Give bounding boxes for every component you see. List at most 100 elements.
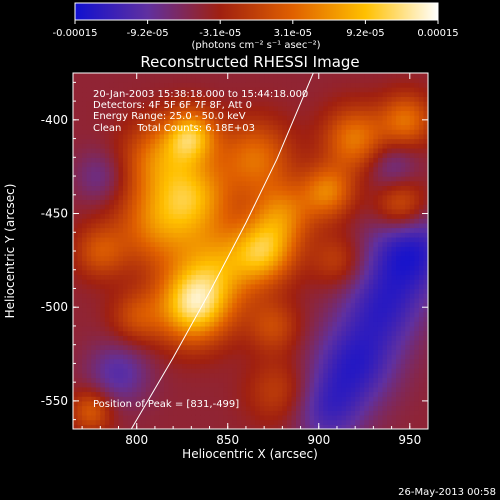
heatmap-cell	[259, 368, 265, 374]
heatmap-cell	[296, 110, 302, 116]
heatmap-cell	[232, 307, 238, 313]
heatmap-cell	[104, 410, 111, 416]
heatmap-cell	[236, 330, 242, 336]
heatmap-cell	[82, 227, 88, 233]
heatmap-cell	[241, 77, 247, 83]
heatmap-cell	[91, 218, 97, 224]
heatmap-cell	[273, 124, 279, 130]
heatmap-cell	[296, 377, 302, 383]
heatmap-cell	[300, 354, 306, 360]
heatmap-cell	[291, 386, 297, 393]
heatmap-cell	[232, 124, 238, 130]
heatmap-cell	[77, 190, 83, 196]
heatmap-cell	[113, 166, 120, 172]
heatmap-cell	[318, 368, 324, 374]
heatmap-cell	[209, 176, 215, 182]
heatmap-cell	[159, 396, 165, 402]
heatmap-cell	[277, 124, 283, 130]
heatmap-cell	[355, 157, 361, 163]
heatmap-cell	[300, 91, 306, 98]
heatmap-cell	[291, 218, 297, 224]
heatmap-cell	[154, 87, 161, 93]
heatmap-cell	[164, 274, 170, 280]
heatmap-cell	[255, 129, 261, 135]
heatmap-cell	[177, 368, 183, 374]
heatmap-cell	[191, 171, 197, 177]
heatmap-cell	[336, 152, 343, 158]
heatmap-cell	[132, 176, 138, 182]
heatmap-cell	[268, 377, 274, 383]
heatmap-cell	[177, 246, 183, 252]
heatmap-cell	[305, 358, 311, 365]
heatmap-cell	[241, 414, 247, 421]
heatmap-cell	[350, 222, 356, 229]
heatmap-cell	[141, 297, 147, 304]
heatmap-cell	[268, 288, 274, 294]
heatmap-cell	[154, 185, 161, 191]
heatmap-cell	[223, 400, 229, 407]
heatmap-cell	[214, 82, 220, 88]
heatmap-cell	[154, 377, 161, 383]
heatmap-cell	[236, 241, 242, 247]
heatmap-cell	[236, 396, 242, 402]
heatmap-cell	[123, 199, 129, 205]
heatmap-cell	[113, 340, 120, 346]
heatmap-cell	[82, 307, 88, 313]
heatmap-cell	[123, 396, 129, 402]
heatmap-cell	[159, 251, 165, 257]
heatmap-cell	[145, 101, 151, 107]
heatmap-cell	[336, 115, 343, 121]
heatmap-cell	[223, 368, 229, 374]
heatmap-cell	[323, 218, 329, 224]
heatmap-cell	[113, 269, 120, 276]
heatmap-cell	[309, 171, 315, 177]
heatmap-cell	[296, 115, 302, 121]
heatmap-cell	[318, 391, 324, 397]
heatmap-cell	[218, 358, 224, 365]
heatmap-cell	[113, 110, 120, 116]
heatmap-cell	[286, 222, 293, 229]
heatmap-cell	[186, 96, 192, 102]
heatmap-cell	[350, 316, 356, 322]
heatmap-cell	[245, 147, 252, 154]
heatmap-cell	[245, 232, 252, 238]
heatmap-cell	[286, 115, 293, 121]
heatmap-cell	[341, 311, 347, 318]
heatmap-cell	[291, 269, 297, 276]
heatmap-cell	[227, 176, 233, 182]
heatmap-cell	[282, 279, 288, 285]
heatmap-cell	[218, 330, 224, 336]
heatmap-cell	[255, 344, 261, 350]
heatmap-cell	[113, 400, 120, 407]
heatmap-cell	[241, 321, 247, 327]
heatmap-cell	[173, 297, 179, 304]
heatmap-cell	[141, 133, 147, 140]
heatmap-cell	[241, 269, 247, 276]
heatmap-cell	[154, 405, 161, 411]
heatmap-cell	[136, 386, 142, 393]
heatmap-cell	[113, 293, 120, 299]
heatmap-cell	[77, 321, 83, 327]
heatmap-cell	[296, 147, 302, 154]
heatmap-cell	[323, 176, 329, 182]
heatmap-cell	[141, 152, 147, 158]
heatmap-cell	[191, 265, 197, 271]
heatmap-cell	[241, 124, 247, 130]
heatmap-cell	[232, 105, 238, 112]
heatmap-cell	[236, 405, 242, 411]
heatmap-cell	[104, 349, 111, 355]
heatmap-cell	[150, 218, 156, 224]
heatmap-cell	[346, 199, 352, 205]
heatmap-cell	[282, 340, 288, 346]
heatmap-cell	[191, 157, 197, 163]
heatmap-cell	[327, 274, 334, 280]
heatmap-cell	[109, 176, 115, 182]
heatmap-cell	[150, 325, 156, 332]
heatmap-cell	[332, 396, 338, 402]
heatmap-cell	[273, 152, 279, 158]
heatmap-cell	[150, 194, 156, 201]
heatmap-cell	[86, 302, 92, 308]
heatmap-cell	[127, 152, 133, 158]
heatmap-cell	[191, 176, 197, 182]
heatmap-cell	[200, 232, 206, 238]
